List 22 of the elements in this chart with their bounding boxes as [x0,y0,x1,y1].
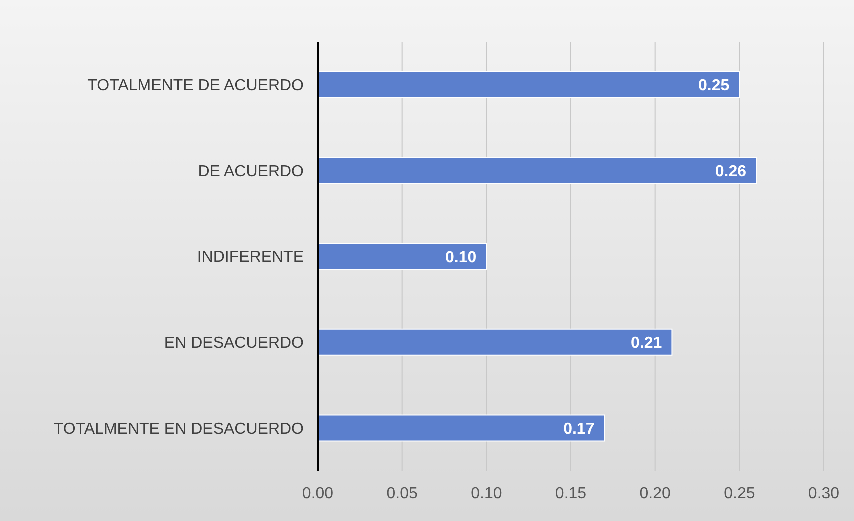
bar [318,72,740,99]
x-tick-label: 0.20 [640,485,672,502]
data-label: 0.21 [631,335,662,352]
bar [318,328,673,356]
data-label: 0.25 [698,78,730,95]
bar [318,243,488,270]
bar [318,157,758,184]
data-label: 0.17 [564,420,595,438]
x-tick-label: 0.00 [302,485,334,502]
x-tick-label: 0.25 [724,485,756,502]
x-tick-label: 0.05 [386,485,418,502]
y-tick-label: EN DESACUERDO [164,334,304,352]
y-tick-label: TOTALMENTE DE ACUERDO [88,78,304,95]
x-tick-label: 0.10 [471,485,502,502]
data-label: 0.26 [715,164,747,181]
y-tick-label: DE ACUERDO [198,163,304,180]
x-tick-label: 0.15 [555,485,587,502]
data-label: 0.10 [446,249,477,266]
x-tick-label: 0.30 [808,485,840,502]
y-tick-label: TOTALMENTE EN DESACUERDO [54,420,304,438]
y-tick-label: INDIFERENTE [197,249,304,266]
bar [318,414,606,442]
